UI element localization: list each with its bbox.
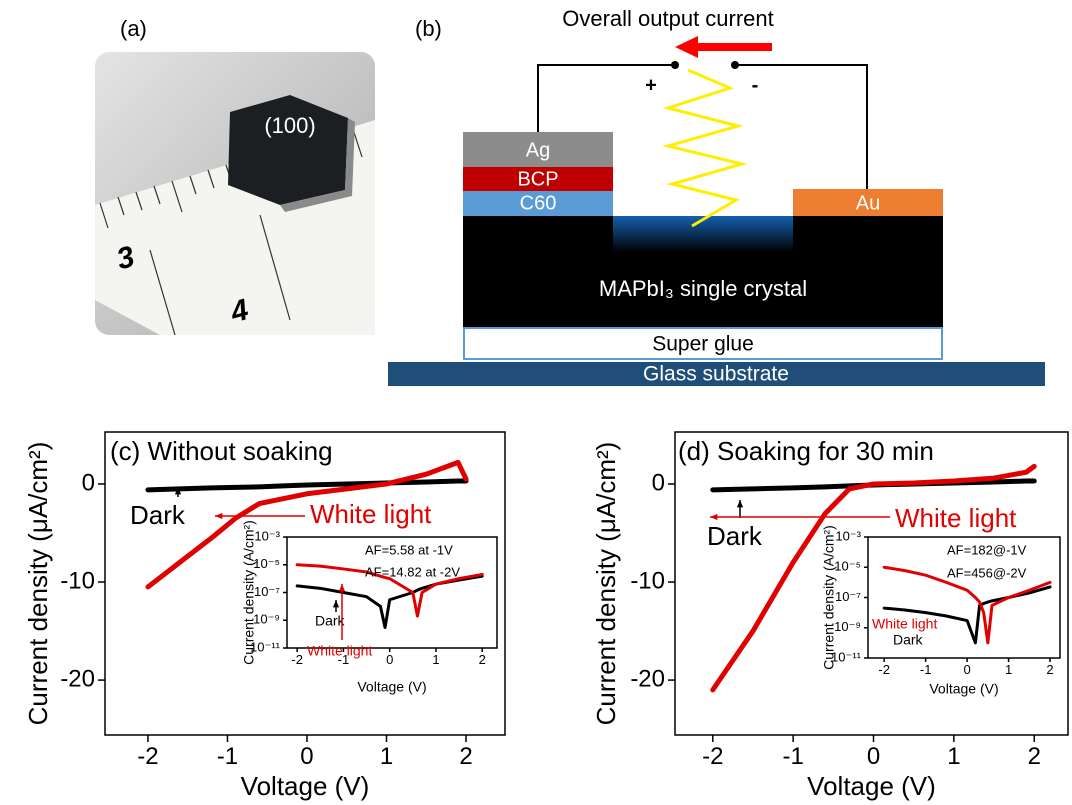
x-tick-label: 1	[432, 652, 439, 667]
y-tick-label: 0	[82, 469, 95, 496]
figure: (a) (100) 3 4 (b) Overall output current…	[0, 0, 1072, 805]
x-tick-label: -1	[782, 743, 803, 770]
x-tick-label: 2	[1028, 743, 1041, 770]
minus-sign: -	[752, 74, 759, 96]
x-tick-label: -1	[920, 662, 932, 677]
layer-label: Ag	[526, 139, 550, 161]
annotation: AF=182@-1V	[947, 542, 1027, 557]
annotation-arrow-head	[737, 500, 743, 507]
y-tick-label: 10⁻⁷	[835, 589, 861, 604]
series-line	[148, 481, 466, 490]
x-axis-label: Voltage (V)	[241, 771, 370, 801]
panel-label: (b)	[415, 16, 442, 41]
y-tick-label: 10⁻⁵	[253, 556, 280, 571]
crystal-face: (100)	[264, 113, 315, 138]
y-tick-label: 10⁻³	[254, 528, 280, 543]
terminal	[731, 61, 739, 69]
current-label: Overall output current	[562, 6, 774, 31]
crystal	[228, 95, 348, 205]
annotation: AF=456@-2V	[947, 565, 1027, 580]
y-tick-label: 10⁻³	[835, 528, 861, 543]
series-label: White light	[872, 616, 937, 632]
y-axis-label: Current density (A/cm²)	[821, 525, 837, 670]
x-tick-label: 0	[386, 652, 393, 667]
series-label: White light	[307, 643, 372, 659]
annotation-arrow-head	[333, 600, 339, 607]
x-tick-label: -1	[217, 743, 238, 770]
series-label: Dark	[893, 632, 924, 648]
x-tick-label: 2	[479, 652, 486, 667]
series-label: White light	[895, 503, 1017, 533]
y-axis-label: Current density (A/cm²)	[241, 520, 257, 665]
y-tick-label: 0	[652, 469, 665, 496]
x-tick-label: -2	[291, 652, 303, 667]
layer-label: Super glue	[652, 333, 754, 356]
y-axis-label: Current density (μA/cm²)	[23, 442, 53, 726]
x-tick-label: 0	[963, 662, 970, 677]
series-label: White light	[310, 499, 432, 529]
chart-title: (d) Soaking for 30 min	[678, 436, 934, 466]
layer-label: Glass substrate	[643, 363, 789, 386]
layer-label: Au	[856, 192, 880, 214]
x-tick-label: 2	[459, 743, 472, 770]
series-label: Dark	[130, 500, 186, 530]
chart-title: (c) Without soaking	[110, 436, 333, 466]
x-tick-label: 1	[380, 743, 393, 770]
x-tick-label: 2	[1046, 662, 1053, 677]
layer-label: MAPbI₃ single crystal	[599, 276, 807, 301]
x-tick-label: 0	[867, 743, 880, 770]
notch	[613, 216, 793, 252]
y-tick-label: -20	[630, 665, 665, 692]
layer-label: C60	[520, 192, 557, 214]
y-tick-label: 10⁻⁵	[834, 559, 861, 574]
page: (a) (100) 3 4 (b) Overall output current…	[0, 0, 1072, 805]
x-axis-label: Voltage (V)	[357, 679, 426, 695]
x-tick-label: 1	[1005, 662, 1012, 677]
layer-label: BCP	[517, 168, 558, 190]
panel-label: (a)	[120, 16, 147, 41]
annotation-arrow-head	[710, 514, 717, 520]
x-tick-label: -2	[137, 743, 158, 770]
x-tick-label: -2	[702, 743, 723, 770]
x-tick-label: -2	[878, 662, 890, 677]
x-tick-label: 0	[300, 743, 313, 770]
photo: (100) 3 4	[95, 52, 375, 335]
y-tick-label: -10	[60, 567, 95, 594]
x-axis-label: Voltage (V)	[807, 771, 936, 801]
annotation: AF=14.82 at -2V	[365, 564, 460, 579]
current-arrow-head	[675, 36, 698, 58]
y-tick-label: -20	[60, 665, 95, 692]
plus-sign: +	[645, 74, 657, 96]
series-label: Dark	[707, 521, 763, 551]
y-tick-label: 10⁻⁹	[834, 619, 861, 634]
x-tick-label: 1	[947, 743, 960, 770]
annotation-arrow-head	[339, 584, 345, 591]
terminal	[671, 61, 679, 69]
y-axis-label: Current density (μA/cm²)	[591, 442, 621, 726]
light	[668, 70, 742, 226]
series-label: Dark	[315, 613, 346, 629]
y-tick-label: 10⁻⁷	[254, 584, 280, 599]
annotation: AF=5.58 at -1V	[365, 542, 453, 557]
y-tick-label: -10	[630, 567, 665, 594]
annotation-arrow-head	[215, 513, 222, 519]
x-axis-label: Voltage (V)	[929, 681, 998, 697]
y-tick-label: 10⁻⁹	[253, 612, 280, 627]
